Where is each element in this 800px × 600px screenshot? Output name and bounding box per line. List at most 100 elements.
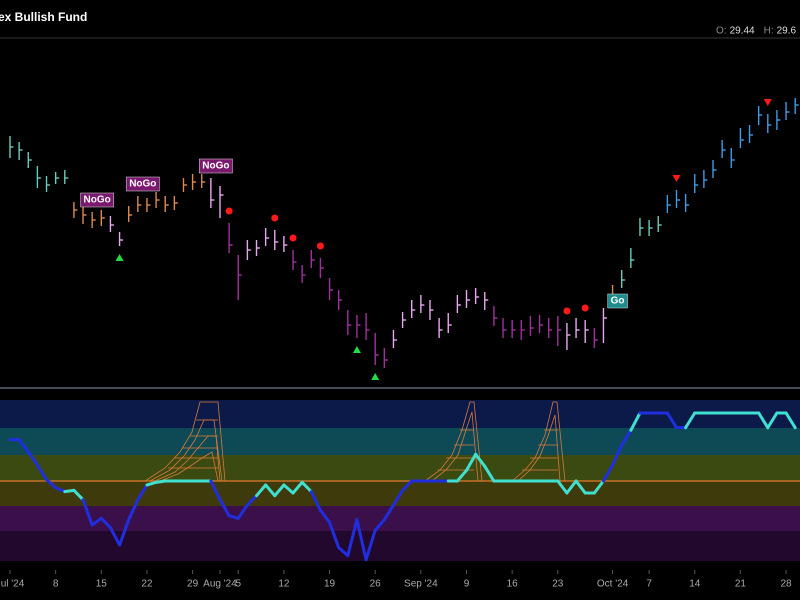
oscillator-segment [90, 516, 103, 527]
annotation: NoGo [80, 192, 115, 208]
oscillator-segment [63, 488, 76, 494]
x-tick-label: 28 [780, 579, 792, 590]
fan [438, 429, 474, 471]
oscillator-segment [309, 490, 322, 512]
oscillator-segment [118, 518, 131, 547]
oscillator-segment [81, 498, 94, 527]
fan [522, 429, 558, 471]
signal-dot [581, 304, 589, 312]
fan [431, 411, 479, 482]
oscillator-segment [264, 483, 277, 498]
oscillator-segment [474, 452, 487, 468]
oscillator-segment [684, 411, 697, 430]
oscillator-segment [108, 526, 122, 547]
annotation-box [125, 176, 160, 192]
x-tick-label: 22 [141, 579, 153, 590]
oscillator-segment [72, 488, 85, 502]
x-tick-label: 29 [187, 579, 199, 590]
oscillator-segment [273, 483, 286, 498]
annotation-label: Go [611, 296, 625, 307]
annotation: Go [607, 293, 628, 309]
signal-dot [289, 234, 297, 242]
quote-value: 29.6 [777, 26, 797, 37]
x-tick-label: 12 [278, 579, 290, 590]
x-tick-label: 21 [735, 579, 747, 590]
zone [0, 400, 800, 428]
oscillator-segment [99, 516, 112, 530]
wave-fans [144, 401, 566, 482]
x-tick-label: 15 [96, 579, 108, 590]
annotation-label: NoGo [202, 161, 229, 172]
x-tick-label: 7 [646, 579, 652, 590]
x-tick-label: 16 [507, 579, 519, 590]
oscillator-segment [391, 488, 405, 507]
oscillator-segment [255, 483, 268, 498]
oscillator-segment [337, 546, 350, 558]
oscillator-segment [592, 479, 605, 495]
x-tick-label: Oct '24 [597, 579, 629, 590]
oscillator-segment [145, 480, 158, 487]
signal-dot [563, 307, 571, 315]
x-tick-label: 19 [324, 579, 336, 590]
annotation-box [80, 192, 115, 208]
oscillator-segment [35, 463, 49, 482]
oscillator-segment [291, 480, 304, 495]
oscillator-segment [382, 503, 395, 522]
oscillator-segment [565, 479, 578, 495]
annotation-label: NoGo [84, 195, 111, 206]
annotation-label: NoGo [129, 179, 156, 190]
oscillator-segment [346, 518, 359, 558]
x-tick-label: Aug '24 [203, 579, 237, 590]
signal-dot [271, 214, 279, 222]
oscillator-segment [45, 478, 58, 490]
chart-title: ex Bullish Fund [0, 10, 87, 24]
oscillator-segment [218, 498, 231, 518]
oscillator-segment [483, 464, 496, 483]
oscillator-segment [364, 528, 377, 562]
oscillator-segment [465, 452, 478, 472]
oscillator-segment [611, 443, 624, 467]
oscillator-segment [236, 503, 249, 520]
fan [159, 451, 219, 482]
oscillator-segment [26, 450, 39, 467]
oscillator-segment [766, 411, 779, 430]
oscillator-segment [136, 483, 149, 502]
signal-triangle [371, 373, 380, 380]
fan [517, 414, 561, 482]
x-tick-label: 5 [235, 579, 241, 590]
fan [168, 419, 218, 469]
x-tick-label: 26 [370, 579, 382, 590]
oscillator-segment [127, 498, 140, 522]
x-tick-label: 14 [689, 579, 701, 590]
oscillator-segment [17, 438, 30, 454]
annotation: NoGo [125, 176, 160, 192]
oscillator-segment [318, 508, 332, 524]
oscillator-segment [556, 479, 569, 495]
zone [0, 531, 800, 561]
annotation-box [199, 158, 233, 174]
signal-triangle [352, 346, 361, 353]
fan [144, 401, 226, 482]
oscillator-zones [0, 400, 800, 561]
oscillator-segment [455, 468, 468, 483]
annotation-box [607, 293, 628, 309]
zone [0, 506, 800, 531]
x-tick-label: Sep '24 [404, 579, 438, 590]
oscillator-segment [227, 514, 240, 520]
annotation: NoGo [199, 158, 233, 174]
zone [0, 428, 800, 455]
oscillator-segment [401, 479, 414, 492]
oscillator-segment [300, 480, 313, 494]
oscillator-segment [373, 518, 386, 532]
oscillator-segment [245, 494, 259, 507]
x-tick-label: 8 [53, 579, 59, 590]
x-tick-label: 9 [464, 579, 470, 590]
quote-label: H: [764, 26, 774, 37]
signal-dot [225, 207, 233, 215]
x-tick-label: 23 [552, 579, 564, 590]
oscillator-segment [54, 486, 67, 494]
oscillator-segment [574, 479, 587, 495]
oscillator-segment [665, 411, 678, 430]
oscillator-segment [282, 483, 295, 495]
